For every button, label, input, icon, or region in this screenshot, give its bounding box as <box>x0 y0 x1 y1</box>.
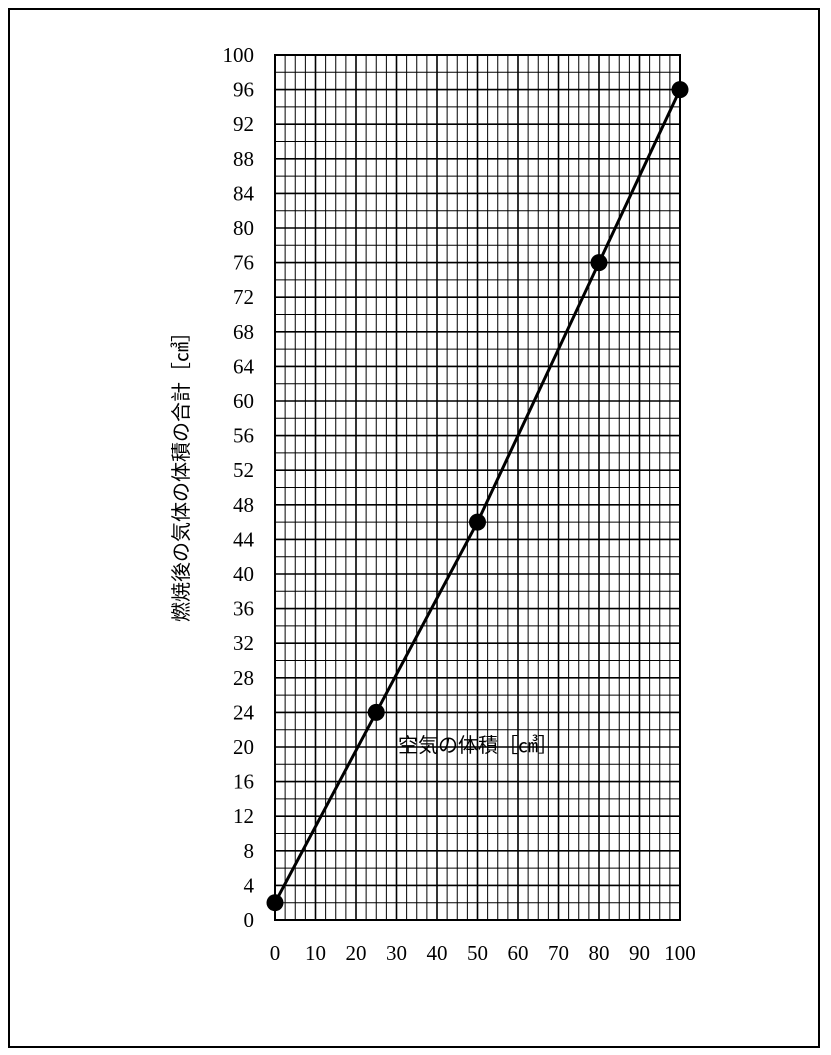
y-tick-label: 48 <box>233 493 254 517</box>
x-tick-label: 20 <box>346 941 367 965</box>
y-tick-label: 44 <box>233 527 255 551</box>
y-tick-label: 80 <box>233 216 254 240</box>
y-tick-label: 76 <box>233 251 254 275</box>
data-point <box>266 894 284 912</box>
x-tick-label: 100 <box>664 941 696 965</box>
y-tick-label: 28 <box>233 666 254 690</box>
y-tick-label: 4 <box>244 873 255 897</box>
y-tick-labels: 0481216202428323640444852566064687276808… <box>223 43 255 932</box>
y-tick-label: 40 <box>233 562 254 586</box>
y-tick-label: 16 <box>233 770 254 794</box>
plot-border <box>274 54 681 921</box>
y-tick-label: 12 <box>233 804 254 828</box>
y-tick-label: 84 <box>233 181 255 205</box>
data-point <box>367 703 385 721</box>
x-tick-label: 60 <box>508 941 529 965</box>
y-tick-label: 20 <box>233 735 254 759</box>
y-tick-label: 100 <box>223 43 255 67</box>
plot-area-border <box>274 54 681 921</box>
y-tick-label: 92 <box>233 112 254 136</box>
y-tick-label: 0 <box>244 908 255 932</box>
y-tick-label: 96 <box>233 78 254 102</box>
x-axis-title: 空気の体積［㎤］ <box>398 733 558 757</box>
x-tick-label: 90 <box>629 941 650 965</box>
y-tick-label: 68 <box>233 320 254 344</box>
x-tick-labels: 0 10 20 30 40 50 60 70 80 90 100 <box>270 941 696 965</box>
y-tick-label: 36 <box>233 597 254 621</box>
data-point <box>671 81 689 99</box>
x-tick-label: 10 <box>305 941 326 965</box>
y-tick-label: 64 <box>233 354 255 378</box>
y-tick-label: 8 <box>244 839 255 863</box>
x-tick-label: 30 <box>386 941 407 965</box>
y-tick-label: 24 <box>233 700 255 724</box>
y-tick-label: 60 <box>233 389 254 413</box>
y-tick-label: 88 <box>233 147 254 171</box>
x-tick-label: 0 <box>270 941 281 965</box>
data-point <box>590 254 608 272</box>
x-tick-label: 80 <box>589 941 610 965</box>
y-tick-label: 52 <box>233 458 254 482</box>
series-points <box>266 81 689 912</box>
x-tick-label: 70 <box>548 941 569 965</box>
y-axis-title: 燃焼後の気体の体積の合計［㎤］ <box>169 322 193 622</box>
x-tick-label: 40 <box>427 941 448 965</box>
y-tick-label: 32 <box>233 631 254 655</box>
data-point <box>469 513 486 531</box>
chart-frame <box>8 8 820 1048</box>
x-tick-label: 50 <box>467 941 488 965</box>
y-tick-label: 72 <box>233 285 254 309</box>
y-tick-label: 56 <box>233 424 254 448</box>
